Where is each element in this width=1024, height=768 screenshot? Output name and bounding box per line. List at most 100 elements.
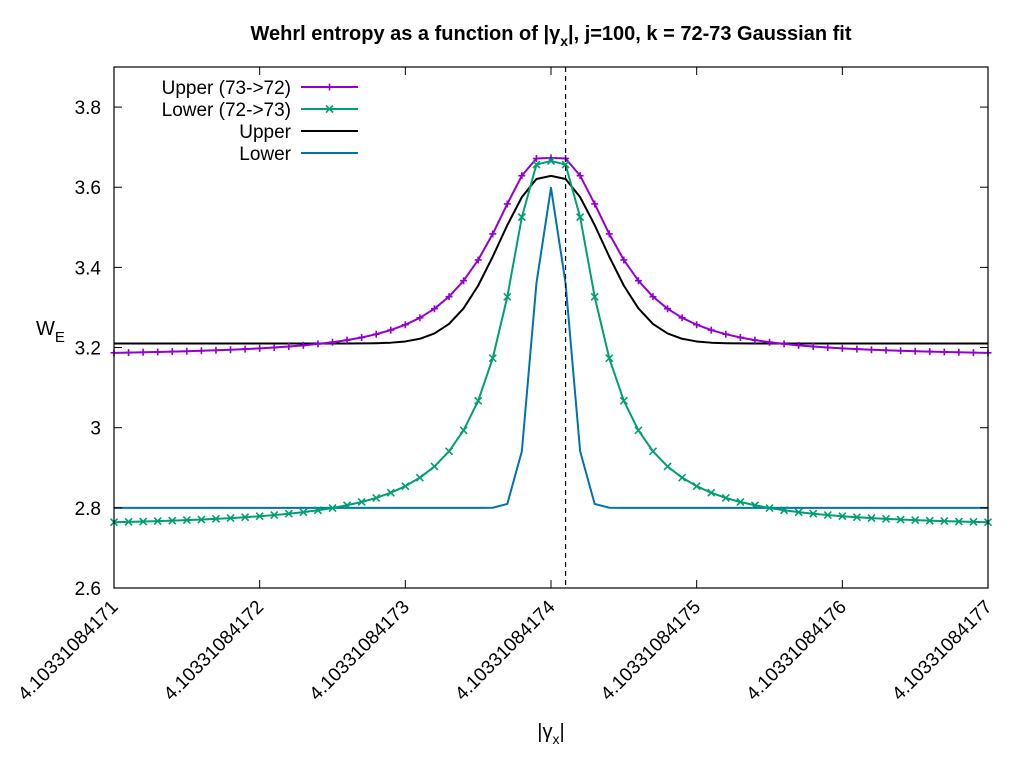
x-tick-label: 4.10331084171 — [14, 597, 122, 705]
x-axis-label: |γx| — [537, 721, 564, 747]
data-point — [969, 349, 977, 357]
x-tick-label: 4.10331084173 — [306, 597, 414, 705]
data-point — [357, 497, 366, 507]
data-point — [182, 516, 191, 525]
data-point — [517, 213, 526, 222]
data-point — [736, 497, 745, 507]
data-point — [926, 348, 934, 356]
x-axis: 4.10331084171 4.10331084172 4.10331084173 4… — [14, 67, 997, 705]
data-point — [125, 349, 133, 357]
series-upper — [114, 174, 988, 345]
data-point — [532, 154, 540, 162]
data-point — [328, 503, 337, 513]
data-point — [678, 314, 686, 322]
data-point — [124, 517, 133, 526]
data-point — [736, 333, 744, 341]
data-point — [707, 326, 715, 334]
x-tick-label: 4.10331084177 — [888, 597, 996, 705]
data-point — [197, 515, 206, 524]
data-point — [751, 336, 759, 344]
y-axis-label: WE — [36, 318, 65, 346]
data-point — [853, 345, 861, 353]
data-point — [532, 160, 541, 169]
data-point — [590, 292, 599, 301]
data-point — [444, 447, 454, 456]
data-point — [211, 514, 221, 523]
data-point — [342, 501, 352, 510]
data-point — [809, 509, 818, 518]
data-point — [197, 347, 205, 355]
data-point — [824, 344, 832, 352]
series-line-lower — [114, 186, 988, 509]
data-point — [838, 512, 847, 521]
data-point — [227, 346, 235, 354]
data-point — [372, 330, 380, 338]
y-tick-label: 2.6 — [75, 579, 101, 600]
data-point — [314, 340, 322, 348]
y-tick-label: 2.8 — [75, 499, 101, 520]
data-point — [897, 347, 905, 355]
data-point — [284, 509, 293, 518]
data-point — [255, 512, 264, 521]
data-point — [372, 493, 381, 502]
chart-title: Wehrl entropy as a function of |γx|, j=1… — [250, 23, 851, 49]
data-point — [940, 348, 948, 356]
data-point — [488, 354, 497, 363]
data-point — [270, 510, 279, 520]
legend-marker — [326, 83, 333, 91]
legend-label: Lower (72->73) — [162, 100, 291, 121]
data-point — [561, 160, 570, 169]
data-point — [153, 517, 162, 526]
series-line-upper — [114, 174, 988, 345]
data-point — [619, 396, 628, 405]
legend-item: Lower (72->73) — [162, 100, 358, 121]
data-point — [503, 200, 511, 208]
data-point — [605, 354, 614, 363]
data-point — [343, 336, 351, 344]
data-point — [838, 344, 846, 352]
data-point — [430, 462, 439, 471]
data-point — [940, 517, 949, 526]
data-point — [460, 277, 468, 285]
data-point — [459, 426, 468, 435]
data-point — [329, 338, 337, 346]
data-point — [911, 516, 920, 525]
data-point — [430, 305, 438, 313]
x-tick-label: 4.10331084172 — [160, 597, 268, 705]
data-point — [474, 256, 482, 264]
data-point — [416, 314, 424, 322]
data-point — [270, 344, 278, 352]
data-point — [546, 156, 556, 166]
data-point — [299, 508, 308, 517]
x-tick-label: 4.10331084174 — [451, 596, 560, 705]
data-point — [867, 514, 876, 523]
data-point — [576, 213, 585, 222]
plot-area — [109, 154, 993, 527]
data-point — [750, 501, 760, 510]
data-point — [925, 516, 934, 525]
data-point — [707, 488, 716, 497]
data-point — [518, 172, 526, 180]
data-point — [358, 333, 366, 341]
data-point — [139, 517, 148, 526]
data-point — [779, 506, 789, 515]
legend-item: Upper — [239, 122, 358, 143]
y-axis: 2.6 2.8 3 3.2 3.4 3.6 3.8 — [75, 98, 988, 600]
data-point — [721, 493, 730, 502]
data-point — [722, 330, 730, 338]
data-point — [663, 462, 672, 471]
data-point — [649, 293, 657, 301]
data-point — [765, 503, 774, 513]
data-point — [183, 347, 191, 355]
data-point — [766, 338, 774, 346]
data-point — [313, 506, 323, 515]
data-point — [896, 515, 905, 524]
y-tick-label: 3.6 — [75, 178, 101, 199]
data-point — [401, 482, 410, 491]
data-point — [387, 326, 395, 334]
data-point — [503, 292, 512, 301]
data-point — [401, 321, 409, 329]
data-point — [576, 172, 584, 180]
